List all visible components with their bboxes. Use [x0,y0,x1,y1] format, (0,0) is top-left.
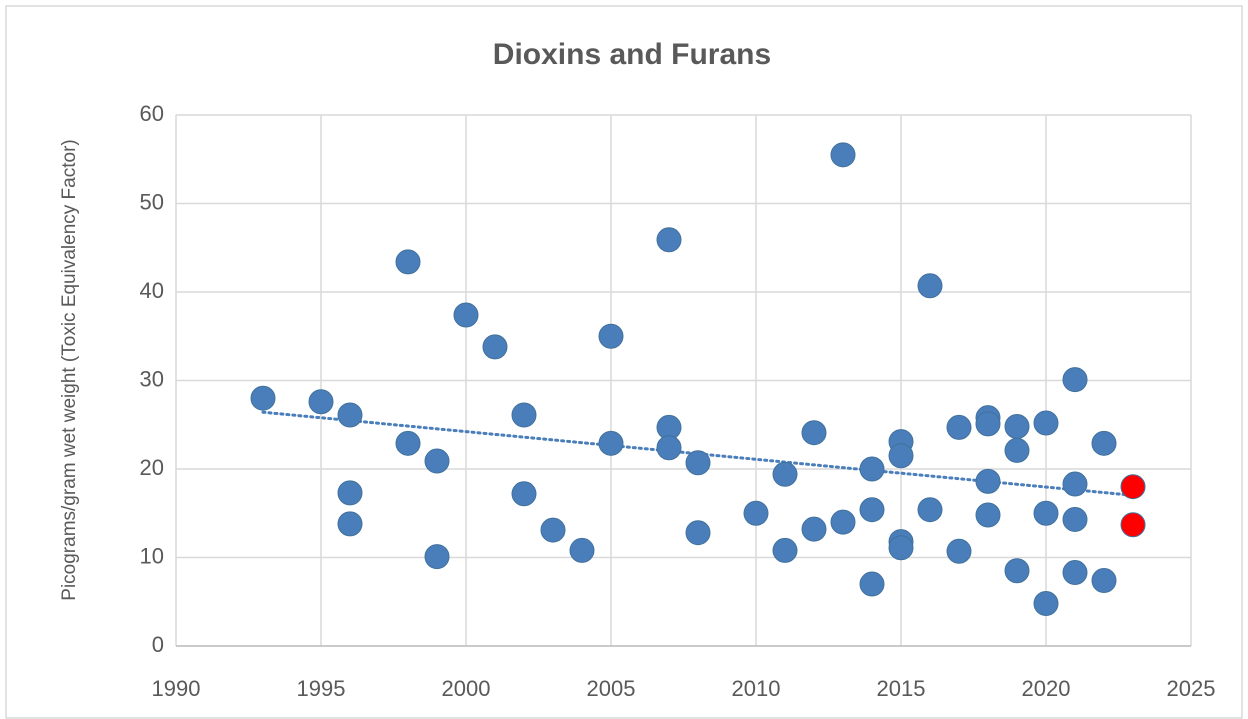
data-point [685,450,711,476]
data-point [801,420,827,446]
data-point [1091,568,1117,594]
x-tick-label: 2015 [877,676,926,701]
data-point [308,389,334,415]
data-point [1062,471,1088,497]
data-point [1033,410,1059,436]
data-point [1062,367,1088,393]
y-tick-label: 60 [140,101,164,126]
data-point [1033,500,1059,526]
data-point [1004,558,1030,584]
data-point [511,481,537,507]
x-tick-label: 2005 [587,676,636,701]
data-point [859,571,885,597]
data-point [569,537,595,563]
data-point [975,468,1001,494]
data-point [1004,414,1030,440]
y-axis-label: Picograms/gram wet weight (Toxic Equival… [59,139,80,601]
data-point [772,537,798,563]
data-point [598,323,624,349]
data-point [453,302,479,328]
data-point [946,414,972,440]
y-tick-label: 30 [140,366,164,391]
data-point [250,385,276,411]
chart-border [5,5,1243,719]
data-point [511,402,537,428]
data-point [656,435,682,461]
x-tick-label: 2025 [1167,676,1216,701]
data-point [975,502,1001,528]
data-point [1062,506,1088,532]
data-point [830,142,856,168]
x-tick-label: 2010 [732,676,781,701]
data-point [830,509,856,535]
data-point [540,517,566,543]
x-tick-label: 1990 [152,676,201,701]
data-point [917,273,943,299]
data-point [859,456,885,482]
chart-title: Dioxins and Furans [493,38,771,71]
x-tick-label: 1995 [297,676,346,701]
data-point [1091,430,1117,456]
data-point [395,249,421,275]
data-point [482,334,508,360]
y-tick-label: 0 [152,632,164,657]
data-point [656,227,682,253]
data-point [1120,512,1146,538]
data-point [743,500,769,526]
data-point [888,443,914,469]
data-point [975,411,1001,437]
data-point [1062,560,1088,586]
data-point [685,520,711,546]
x-tick-label: 2020 [1022,676,1071,701]
y-tick-label: 10 [140,543,164,568]
data-point [337,480,363,506]
data-point [337,511,363,537]
data-point [424,544,450,570]
data-point [859,497,885,523]
y-tick-label: 40 [140,278,164,303]
data-point [772,461,798,487]
data-point [801,516,827,542]
y-tick-label: 50 [140,189,164,214]
data-point [1120,474,1146,500]
data-point [395,430,421,456]
data-point [424,448,450,474]
data-point [888,535,914,561]
y-tick-label: 20 [140,455,164,480]
data-point [1033,591,1059,617]
data-point [917,497,943,523]
data-point [1004,437,1030,463]
x-tick-label: 2000 [442,676,491,701]
data-point [337,402,363,428]
data-point [598,430,624,456]
data-point [946,538,972,564]
